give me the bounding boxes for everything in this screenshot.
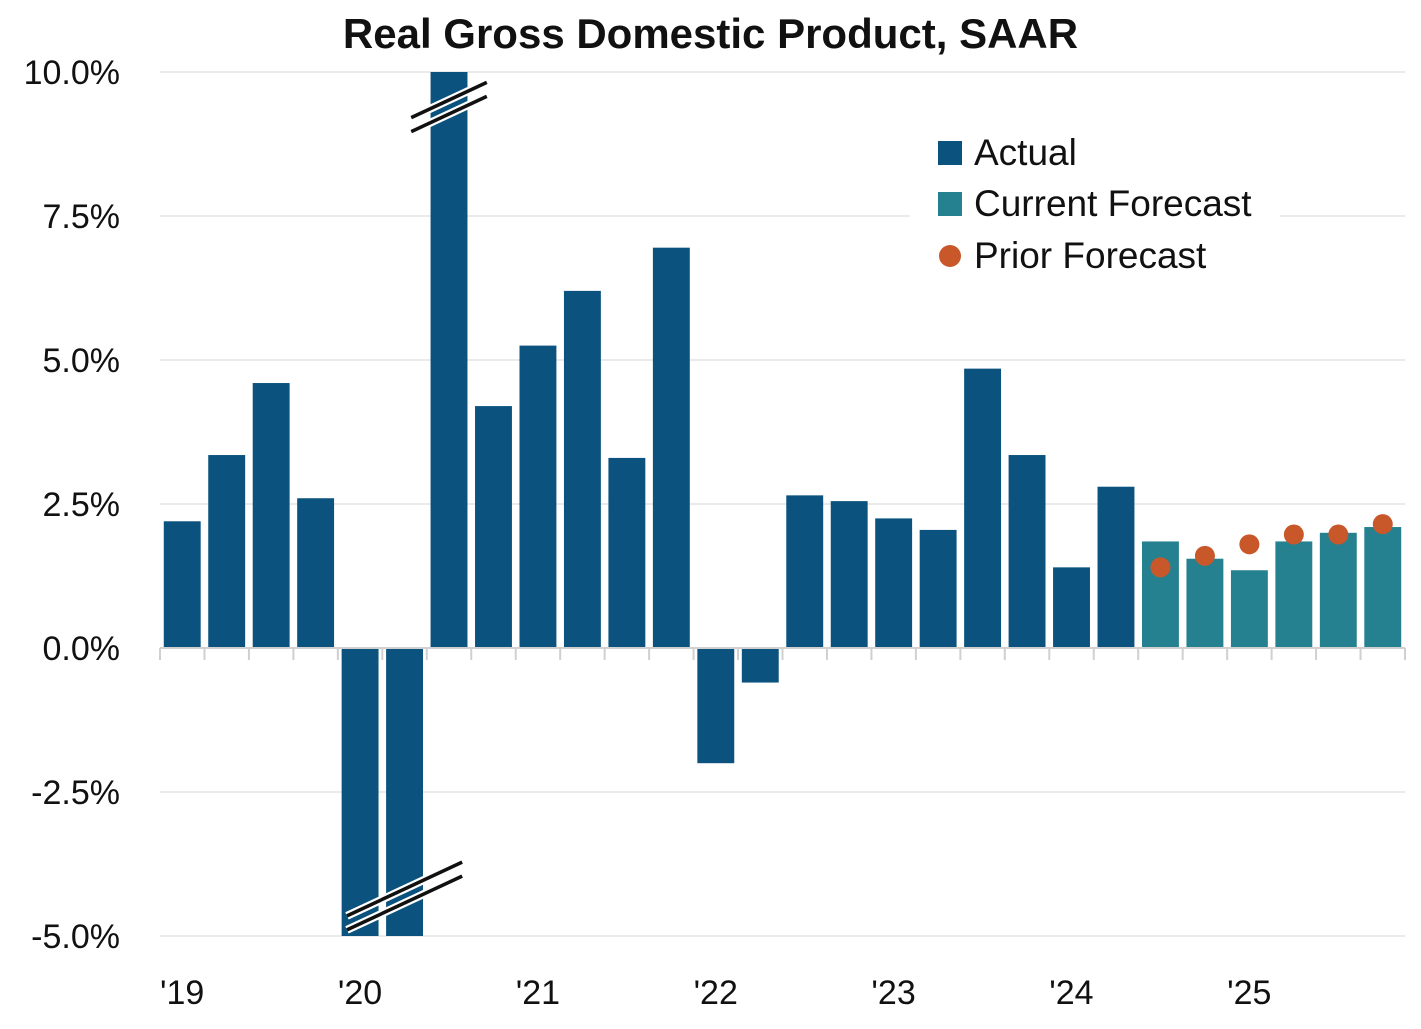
bar-actual xyxy=(741,648,779,683)
bar-actual xyxy=(830,501,868,648)
bar-current-forecast xyxy=(1275,541,1313,648)
bar-actual xyxy=(519,345,557,648)
bar-actual xyxy=(652,247,690,648)
axis-break-lower xyxy=(346,860,463,918)
prior-forecast-point xyxy=(1239,534,1260,555)
legend-label: Prior Forecast xyxy=(974,235,1207,276)
bar-current-forecast xyxy=(1364,527,1402,648)
y-tick-label: -5.0% xyxy=(31,918,120,956)
legend-background xyxy=(910,118,1280,283)
legend-swatch xyxy=(938,141,962,165)
axis-break-upper xyxy=(410,94,488,134)
legend-label: Actual xyxy=(974,132,1077,173)
x-tick-label: '23 xyxy=(871,974,915,1012)
prior-forecast-point xyxy=(1372,514,1393,535)
y-tick-label: -2.5% xyxy=(31,774,120,812)
legend-swatch xyxy=(938,192,962,216)
bar-current-forecast xyxy=(1319,532,1357,648)
bar-actual xyxy=(341,648,379,936)
bar-actual xyxy=(297,498,335,648)
bar-actual xyxy=(430,72,468,648)
prior-forecast-point xyxy=(1194,545,1215,566)
prior-forecast-point xyxy=(1150,557,1171,578)
y-tick-label: 2.5% xyxy=(43,486,121,524)
y-tick-label: 10.0% xyxy=(24,54,120,92)
prior-forecast-point xyxy=(1328,524,1349,545)
prior-forecast-point xyxy=(1283,524,1304,545)
x-tick-label: '25 xyxy=(1227,974,1271,1012)
x-tick-label: '20 xyxy=(338,974,382,1012)
bar-actual xyxy=(1053,567,1090,648)
axis-break-upper xyxy=(410,80,488,120)
bar-actual xyxy=(697,648,735,764)
bar-actual xyxy=(252,383,290,648)
x-tick-label: '22 xyxy=(694,974,738,1012)
bar-actual xyxy=(608,457,646,648)
bar-actual xyxy=(563,290,601,648)
bar-current-forecast xyxy=(1186,558,1224,648)
bar-actual xyxy=(964,368,1002,648)
x-tick-label: '24 xyxy=(1049,974,1093,1012)
bar-actual xyxy=(875,518,913,648)
legend-marker xyxy=(939,245,961,267)
bar-actual xyxy=(919,529,957,648)
y-tick-label: 7.5% xyxy=(43,198,121,236)
bar-actual xyxy=(1008,455,1046,648)
legend-label: Current Forecast xyxy=(974,183,1252,224)
x-tick-label: '21 xyxy=(516,974,560,1012)
x-tick-label: '19 xyxy=(160,974,204,1012)
y-tick-label: 5.0% xyxy=(43,342,121,380)
bar-actual xyxy=(163,521,201,648)
chart-title: Real Gross Domestic Product, SAAR xyxy=(342,10,1079,57)
bar-actual xyxy=(208,455,246,648)
bar-current-forecast xyxy=(1230,570,1268,648)
y-tick-label: 0.0% xyxy=(43,630,121,668)
bar-actual xyxy=(786,495,824,648)
axis-break-lower xyxy=(346,874,463,932)
bar-actual xyxy=(475,406,512,648)
bar-actual xyxy=(1097,486,1135,648)
